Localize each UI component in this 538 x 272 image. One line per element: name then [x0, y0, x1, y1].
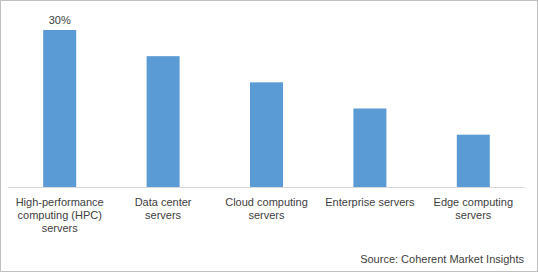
label-line: Cloud computing [225, 196, 308, 208]
bars [43, 30, 490, 187]
label-line: Data center [135, 196, 192, 208]
source: Source: Coherent Market Insights [360, 253, 524, 265]
x-axis [8, 187, 525, 188]
label-line: servers [42, 222, 79, 234]
label-line: servers [248, 209, 285, 221]
bar [250, 82, 283, 187]
bar [353, 109, 386, 188]
bar [43, 30, 76, 187]
category-label: Edge computingservers [434, 196, 514, 221]
bar [457, 135, 490, 187]
category-label: High-performancecomputing (HPC)servers [16, 196, 104, 234]
label-line: High-performance [16, 196, 104, 208]
data-label: 30% [49, 14, 71, 26]
category-label: Data centerservers [135, 196, 192, 221]
label-line: Enterprise servers [325, 196, 415, 208]
category-label: Cloud computingservers [225, 196, 308, 221]
label-line: servers [145, 209, 182, 221]
label-line: servers [455, 209, 492, 221]
label-line: Edge computing [434, 196, 514, 208]
chart: 30%High-performancecomputing (HPC)server… [0, 0, 538, 272]
frame [1, 1, 538, 272]
category-label: Enterprise servers [325, 196, 415, 208]
bar [147, 56, 180, 187]
label-line: computing (HPC) [18, 209, 102, 221]
